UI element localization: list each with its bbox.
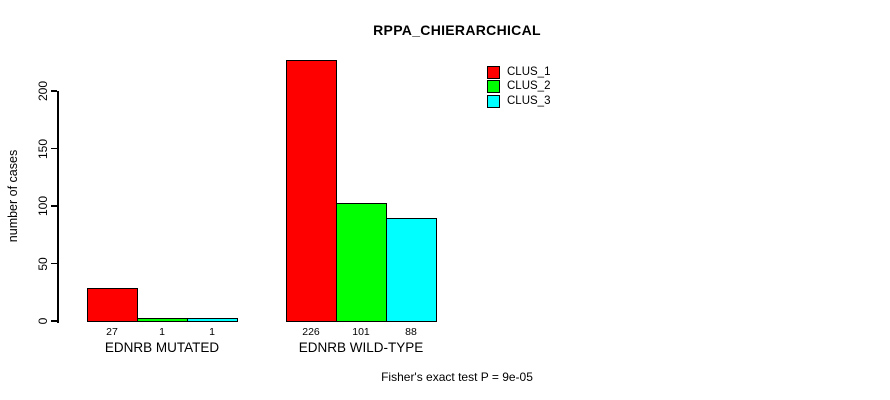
bar-value-label: 1 <box>159 326 165 338</box>
bar-CLUS_2-wild-type <box>336 203 387 323</box>
legend-label: CLUS_2 <box>507 80 551 93</box>
legend-item-CLUS_3: CLUS_3 <box>487 94 550 109</box>
legend-label: CLUS_3 <box>507 94 551 107</box>
bar-CLUS_3-wild-type <box>386 218 437 323</box>
y-tick-label: 50 <box>36 256 50 271</box>
y-tick <box>51 205 57 207</box>
legend-swatch-icon <box>487 80 500 94</box>
legend-item-CLUS_2: CLUS_2 <box>487 80 550 95</box>
y-tick-label: 150 <box>36 138 50 159</box>
legend: CLUS_1 CLUS_2 CLUS_3 <box>487 65 550 109</box>
y-tick <box>51 262 57 265</box>
category-label: EDNRB MUTATED <box>104 340 220 355</box>
legend-swatch-icon <box>487 94 500 108</box>
legend-item-CLUS_1: CLUS_1 <box>487 65 550 80</box>
bar-value-label: 88 <box>405 326 417 338</box>
bar-value-label: 101 <box>352 326 370 338</box>
bar-CLUS_1-wild-type <box>286 59 337 323</box>
y-tick <box>51 90 57 92</box>
y-tick-label: 200 <box>36 80 50 102</box>
y-axis-line <box>57 91 59 323</box>
y-tick <box>51 147 57 150</box>
y-tick-label: 0 <box>36 317 50 325</box>
bar-CLUS_3-mutated <box>187 318 238 323</box>
chart-title: RPPA_CHIERARCHICAL <box>373 22 541 38</box>
stat-annotation: Fisher's exact test P = 9e-05 <box>381 370 533 384</box>
bar-value-label: 226 <box>302 326 320 338</box>
y-tick <box>51 320 57 322</box>
legend-label: CLUS_1 <box>507 65 551 78</box>
legend-swatch-icon <box>487 65 500 79</box>
category-label: EDNRB WILD-TYPE <box>298 340 424 355</box>
bar-value-label: 27 <box>106 326 118 338</box>
bar-CLUS_1-mutated <box>87 288 138 323</box>
bar-CLUS_2-mutated <box>137 318 188 323</box>
bar-value-label: 1 <box>209 326 215 338</box>
y-tick-label: 100 <box>36 195 50 217</box>
